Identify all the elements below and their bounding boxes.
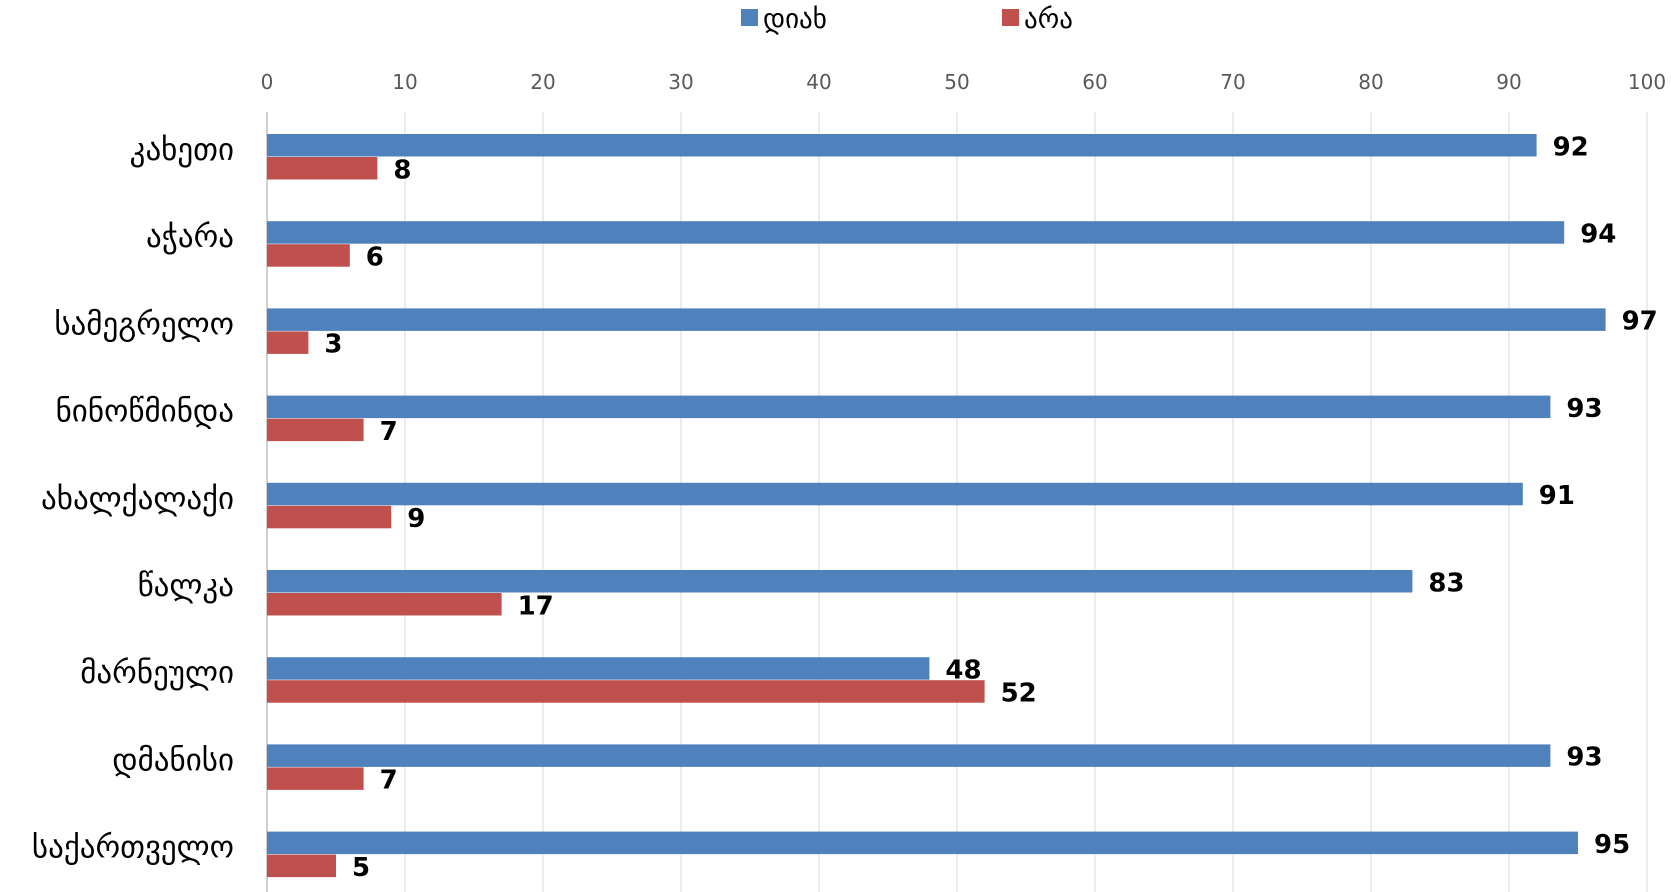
bar-yes — [267, 395, 1551, 419]
legend-label: არა — [1024, 4, 1073, 35]
category-label: წალკა — [138, 568, 234, 604]
data-label: 94 — [1580, 219, 1616, 249]
data-label: 5 — [352, 853, 370, 883]
category-label: მარნეული — [80, 655, 234, 691]
data-label: 7 — [380, 766, 398, 796]
x-tick-label: 20 — [530, 70, 555, 94]
data-label: 93 — [1566, 394, 1602, 424]
category-label: დმანისი — [112, 742, 234, 778]
bar-no — [267, 767, 364, 790]
x-tick-label: 80 — [1358, 70, 1383, 94]
bar-no — [267, 418, 364, 442]
bar-no — [267, 680, 985, 703]
category-label: კახეთი — [130, 132, 234, 168]
x-tick-label: 30 — [668, 70, 693, 94]
labels-layer: 0 10 20 30 40 50 60 70 80 90 100 კახეთი 92 8 აჭარა 94 6 ს… — [32, 70, 1666, 883]
data-label: 6 — [366, 242, 384, 272]
bar-no — [267, 244, 350, 267]
bar-yes — [267, 308, 1606, 331]
data-label: 97 — [1622, 307, 1658, 337]
bar-yes — [267, 221, 1565, 244]
x-tick-label: 70 — [1220, 70, 1245, 94]
data-label: 17 — [518, 591, 554, 621]
bar-yes — [267, 570, 1413, 593]
x-tick-label: 90 — [1496, 70, 1521, 94]
x-tick-label: 60 — [1082, 70, 1107, 94]
bar-yes — [267, 482, 1523, 506]
data-label: 83 — [1428, 568, 1464, 598]
x-tick-label: 40 — [806, 70, 831, 94]
x-tick-label: 0 — [261, 70, 274, 94]
data-label: 9 — [407, 504, 425, 534]
data-label: 8 — [393, 155, 411, 185]
data-label: 3 — [324, 330, 342, 360]
data-label: 93 — [1566, 743, 1602, 773]
category-label: საქართველო — [32, 830, 234, 866]
x-tick-label: 50 — [944, 70, 969, 94]
legend-label: დიახ — [763, 4, 827, 35]
data-label: 95 — [1594, 830, 1630, 860]
x-tick-label: 10 — [392, 70, 417, 94]
x-tick-label: 100 — [1628, 70, 1666, 94]
bar-yes — [267, 831, 1578, 855]
data-label: 48 — [945, 655, 981, 685]
bar-no — [267, 593, 502, 616]
category-label: ახალქალაქი — [41, 481, 234, 517]
bar-no — [267, 505, 392, 529]
data-label: 7 — [380, 417, 398, 447]
bar-no — [267, 854, 336, 878]
legend-swatch — [1002, 9, 1019, 26]
bar-yes — [267, 134, 1537, 157]
bar-yes — [267, 744, 1551, 767]
bar-no — [267, 157, 378, 180]
bar-yes — [267, 657, 930, 680]
bars-layer — [267, 134, 1606, 878]
data-label: 52 — [1001, 678, 1037, 708]
legend: დიახ არა — [741, 4, 1073, 35]
data-label: 92 — [1553, 132, 1589, 162]
category-label: სამეგრელო — [54, 306, 234, 342]
legend-swatch — [741, 9, 758, 26]
category-label: ნინოწმინდა — [56, 394, 234, 430]
data-label: 91 — [1539, 481, 1575, 511]
bar-no — [267, 331, 309, 354]
category-label: აჭარა — [146, 219, 234, 255]
